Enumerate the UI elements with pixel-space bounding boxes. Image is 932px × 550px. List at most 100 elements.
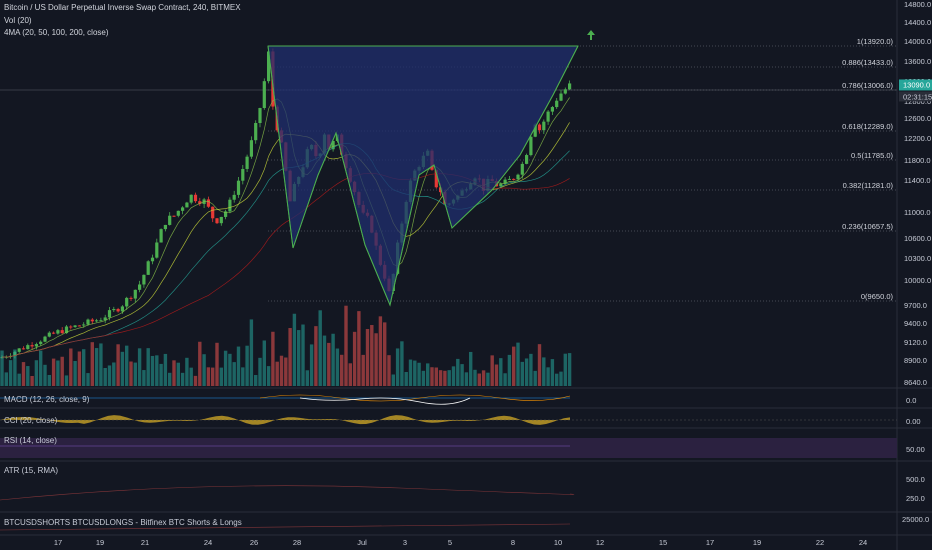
candle xyxy=(520,163,524,175)
volume-bar xyxy=(421,370,426,386)
price-axis-label: 11400.0 xyxy=(904,176,931,185)
volume-bar xyxy=(228,353,232,386)
rsi-label[interactable]: RSI (14, close) xyxy=(4,436,57,445)
volume-bar xyxy=(348,363,352,386)
volume-bar xyxy=(64,375,69,386)
candle xyxy=(563,89,567,94)
volume-bar xyxy=(322,335,327,386)
volume-bar xyxy=(370,325,374,386)
volume-bar xyxy=(223,350,228,386)
volume-bar xyxy=(215,342,219,386)
volume-bar xyxy=(34,360,39,386)
volume-bar xyxy=(314,326,318,386)
volume-bar xyxy=(447,370,451,386)
candle xyxy=(64,326,69,334)
candle xyxy=(56,330,60,334)
volume-bar xyxy=(211,367,215,386)
volume-bar xyxy=(8,360,13,386)
volume-bar xyxy=(206,367,211,386)
macd-axis-label: 0.0 xyxy=(906,396,916,405)
candle xyxy=(17,348,21,352)
candle xyxy=(241,168,245,181)
volume-bar xyxy=(305,370,309,386)
volume-bar xyxy=(426,363,430,386)
price-axis-label: 12200.0 xyxy=(904,134,931,143)
atr-line xyxy=(0,485,575,501)
volume-bar xyxy=(146,348,150,386)
volume-bar xyxy=(47,374,51,386)
volume-bar xyxy=(490,355,494,386)
volume-bar xyxy=(443,370,447,386)
candle xyxy=(159,229,163,243)
rsi-axis-label: 50.00 xyxy=(906,445,925,454)
volume-bar xyxy=(374,333,378,386)
volume-bar xyxy=(378,316,383,386)
volume-bar xyxy=(0,350,4,386)
candle xyxy=(21,348,26,350)
macd-label[interactable]: MACD (12, 26, close, 9) xyxy=(4,395,90,404)
shorts-longs-label[interactable]: BTCUSDSHORTS BTCUSDLONGS - Bitfinex BTC … xyxy=(4,518,242,527)
volume-bar xyxy=(395,348,400,386)
volume-bar xyxy=(185,357,189,386)
price-axis-label: 10300.0 xyxy=(904,254,931,263)
price-axis-label: 13600.0 xyxy=(904,57,931,66)
candle xyxy=(434,169,438,188)
volume-bar xyxy=(133,362,137,386)
volume-bar xyxy=(39,350,43,386)
candle xyxy=(245,156,249,169)
volume-bar xyxy=(99,343,103,386)
candle xyxy=(499,183,503,187)
candle xyxy=(189,194,193,203)
candle xyxy=(52,332,56,334)
volume-bar xyxy=(512,346,516,386)
volume-bar xyxy=(245,345,249,386)
rsi-band xyxy=(0,438,897,458)
volume-bar xyxy=(17,373,21,386)
volume-bar xyxy=(4,372,8,386)
countdown-badge xyxy=(899,91,932,102)
volume-bar xyxy=(524,358,529,386)
price-axis-label: 12600.0 xyxy=(904,114,931,123)
price-axis-label: 14800.0 xyxy=(904,0,931,9)
volume-bar xyxy=(331,333,335,386)
volume-bar xyxy=(537,344,542,386)
volume-bar xyxy=(219,367,223,386)
chart-title: Bitcoin / US Dollar Perpetual Inverse Sw… xyxy=(4,3,241,12)
fib-level-label: 1(13920.0) xyxy=(857,37,894,46)
atr-axis-label: 500.0 xyxy=(906,475,925,484)
date-axis-label: 5 xyxy=(448,538,452,547)
volume-bar xyxy=(77,351,82,386)
cci-label[interactable]: CCI (20, close) xyxy=(4,416,58,425)
price-axis-label: 14000.0 xyxy=(904,37,931,46)
candle xyxy=(228,199,232,212)
candle xyxy=(503,179,507,184)
candle xyxy=(533,124,537,137)
volume-bar xyxy=(176,362,180,386)
volume-bar xyxy=(21,362,26,386)
date-axis-label: 24 xyxy=(859,538,867,547)
volume-bar xyxy=(400,341,404,386)
atr-label[interactable]: ATR (15, RMA) xyxy=(4,466,59,475)
price-axis-label: 9400.0 xyxy=(904,319,927,328)
volume-bar xyxy=(266,366,271,386)
volume-bar xyxy=(546,367,550,386)
volume-bar xyxy=(365,329,370,386)
volume-bar xyxy=(559,371,563,386)
volume-bar xyxy=(150,355,155,386)
volume-bar xyxy=(335,348,340,386)
date-axis-label: 19 xyxy=(753,538,761,547)
candle xyxy=(26,345,30,350)
candle xyxy=(559,93,563,101)
date-axis-label: 8 xyxy=(511,538,515,547)
date-axis-label: 26 xyxy=(250,538,258,547)
candle xyxy=(254,123,258,141)
volume-bar xyxy=(125,345,129,386)
moving-average-legend[interactable]: 4MA (20, 50, 100, 200, close) xyxy=(4,28,109,37)
fib-level-label: 0.618(12289.0) xyxy=(842,122,893,131)
volume-bar xyxy=(481,370,486,386)
volume-legend[interactable]: Vol (20) xyxy=(4,16,32,25)
volume-bar xyxy=(288,328,292,386)
volume-bar xyxy=(550,359,555,386)
